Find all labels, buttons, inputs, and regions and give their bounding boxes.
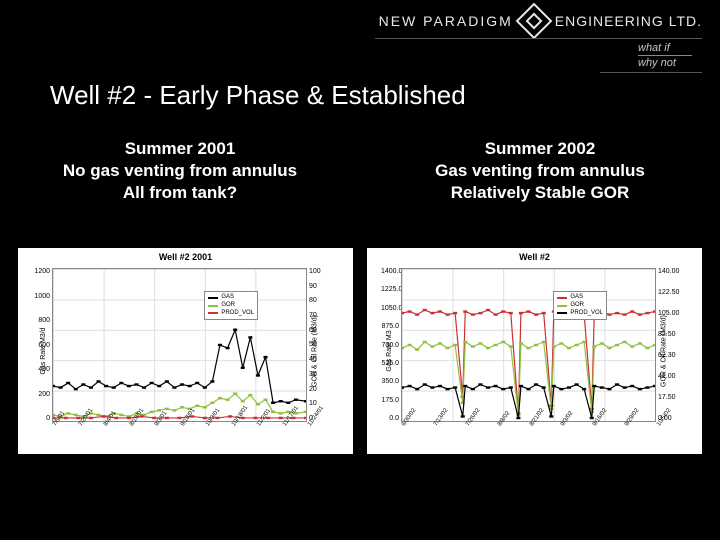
chart2-yaxis-left: 1400.01225.01050.0875.0700.0525.0350.017… bbox=[381, 268, 399, 422]
company-logo: NEW PARADIGM ENGINEERING LTD. bbox=[379, 8, 702, 34]
chart-2002: Well #2 Gas Rate M3 GOR & Oil Rate (M3/d… bbox=[367, 248, 702, 454]
logo-text-right: ENGINEERING LTD. bbox=[555, 13, 702, 29]
chart1-legend: GASGORPROD_VOL bbox=[204, 291, 258, 320]
right-heading-line2: Gas venting from annulus bbox=[368, 160, 712, 182]
left-column-heading: Summer 2001 No gas venting from annulus … bbox=[0, 138, 360, 204]
right-heading-line3: Relatively Stable GOR bbox=[368, 182, 712, 204]
charts-row: Well #2 2001 Gas Rate M3/d GOR & Oil Rat… bbox=[18, 248, 702, 454]
chart1-yaxis-left: 120010008006004002000 bbox=[32, 268, 50, 422]
chart1-yaxis-right: 1009080706050403020100 bbox=[309, 268, 335, 422]
chart2-title: Well #2 bbox=[367, 248, 702, 262]
tagline-underline bbox=[600, 72, 702, 73]
tagline: what if why not bbox=[638, 42, 692, 69]
right-heading-line1: Summer 2002 bbox=[368, 138, 712, 160]
diamond-icon bbox=[515, 3, 552, 40]
chart2-plot: GASGORPROD_VOL bbox=[401, 268, 656, 422]
slide-title: Well #2 - Early Phase & Established bbox=[50, 80, 466, 111]
left-heading-line1: Summer 2001 bbox=[8, 138, 352, 160]
chart2-legend: GASGORPROD_VOL bbox=[553, 291, 607, 320]
chart1-title: Well #2 2001 bbox=[18, 248, 353, 262]
chart1-xaxis: 7/5/017/20/018/4/018/19/019/3/019/18/011… bbox=[52, 424, 307, 446]
right-column-heading: Summer 2002 Gas venting from annulus Rel… bbox=[360, 138, 720, 204]
chart1-plot: GASGORPROD_VOL bbox=[52, 268, 307, 422]
logo-text-left: NEW PARADIGM bbox=[379, 13, 513, 29]
chart-2001: Well #2 2001 Gas Rate M3/d GOR & Oil Rat… bbox=[18, 248, 353, 454]
column-headings: Summer 2001 No gas venting from annulus … bbox=[0, 138, 720, 204]
left-heading-line3: All from tank? bbox=[8, 182, 352, 204]
chart2-yaxis-right: 140.00122.50105.0082.5062.3042.0017.500.… bbox=[658, 268, 684, 422]
tagline-line1: what if bbox=[638, 42, 692, 54]
left-heading-line2: No gas venting from annulus bbox=[8, 160, 352, 182]
chart2-xaxis: 6/30/027/13/027/26/028/8/028/21/029/3/02… bbox=[401, 424, 656, 446]
logo-underline bbox=[375, 38, 702, 39]
tagline-line2: why not bbox=[638, 57, 692, 69]
